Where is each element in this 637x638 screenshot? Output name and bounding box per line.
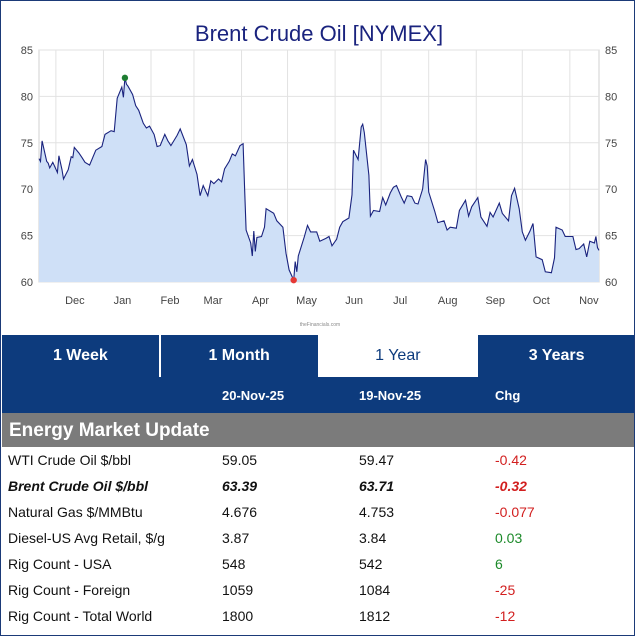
price-line [38, 77, 600, 281]
table-row-rig-count-total-world: Rig Count - Total World 1800 1812 -12 [2, 603, 634, 629]
y-tick-label-right: 60 [605, 277, 617, 289]
row-change: -0.42 [495, 452, 527, 468]
row-previous-value: 63.71 [359, 478, 395, 494]
low-marker [290, 276, 297, 284]
x-tick-label: Mar [203, 295, 222, 307]
row-previous-value: 1812 [359, 608, 391, 624]
row-current-value: 1800 [222, 608, 254, 624]
row-change: -0.32 [495, 478, 527, 494]
area-layer [38, 77, 600, 282]
x-tick-label: Aug [438, 295, 458, 307]
x-tick-label: Feb [161, 295, 180, 307]
row-change: 6 [495, 556, 503, 572]
x-tick-label: Nov [579, 295, 599, 307]
x-tick-label: Jun [345, 295, 363, 307]
x-tick-label: Oct [533, 295, 550, 307]
row-current-value: 1059 [222, 582, 254, 598]
row-name: Natural Gas $/MMBtu [8, 504, 143, 520]
change-col-header: Chg [495, 388, 521, 403]
row-change: -12 [495, 608, 516, 624]
y-tick-label-left: 65 [21, 231, 33, 243]
price-area-fill [39, 77, 599, 282]
price-chart: Brent Crude Oil [NYMEX] 60 60 65 65 70 70 75 75… [21, 21, 618, 328]
row-change: -0.077 [495, 504, 535, 520]
y-tick-label-left: 70 [21, 184, 33, 196]
chart-panel: Brent Crude Oil [NYMEX] 60 60 65 65 70 70 75 75… [2, 2, 634, 337]
high-marker [121, 74, 129, 82]
y-tick-label-left: 80 [21, 91, 33, 103]
y-tick-label-right: 65 [605, 231, 617, 243]
markers [121, 74, 297, 284]
x-tick-label: Dec [65, 295, 85, 307]
row-name: Rig Count - Foreign [8, 582, 131, 598]
section-title: Energy Market Update [2, 413, 634, 447]
tab-1-year[interactable]: 1 Year [319, 335, 479, 377]
table-row-diesel-us-avg-retail-g: Diesel-US Avg Retail, $/g 3.87 3.84 0.03 [2, 525, 634, 551]
x-tick-label: Jan [114, 295, 132, 307]
row-name: Rig Count - Total World [8, 608, 153, 624]
y-tick-label-left: 75 [21, 138, 33, 150]
table-row-brent-crude-oil-bbl: Brent Crude Oil $/bbl 63.39 63.71 -0.32 [2, 473, 634, 499]
y-tick-label-right: 70 [605, 184, 617, 196]
row-previous-value: 59.47 [359, 452, 395, 468]
x-tick-label: May [296, 295, 317, 307]
table-row-rig-count-foreign: Rig Count - Foreign 1059 1084 -25 [2, 577, 634, 603]
row-name: Brent Crude Oil $/bbl [8, 478, 149, 494]
row-change: -25 [495, 582, 516, 598]
y-tick-label-right: 85 [605, 45, 617, 57]
row-current-value: 3.87 [222, 530, 250, 546]
table-row-rig-count-usa: Rig Count - USA 548 542 6 [2, 551, 634, 577]
row-current-value: 548 [222, 556, 246, 572]
tab-1-week[interactable]: 1 Week [2, 335, 161, 377]
y-tick-label-left: 60 [21, 277, 33, 289]
row-previous-value: 4.753 [359, 504, 395, 520]
tick-labels: 60 60 65 65 70 70 75 75 80 80 85 85 Dec Jan Feb Mar Apr M… [21, 45, 618, 307]
row-change: 0.03 [495, 530, 523, 546]
chart-title: Brent Crude Oil [NYMEX] [195, 21, 443, 46]
x-tick-label: Sep [485, 295, 505, 307]
row-name: Rig Count - USA [8, 556, 112, 572]
row-current-value: 4.676 [222, 504, 258, 520]
row-current-value: 63.39 [222, 478, 258, 494]
date-col-current: 20-Nov-25 [222, 388, 285, 403]
y-tick-label-right: 80 [605, 91, 617, 103]
row-name: WTI Crude Oil $/bbl [8, 452, 131, 468]
energy-table: WTI Crude Oil $/bbl 59.05 59.47 -0.42 Brent … [2, 447, 634, 629]
tab-3-years[interactable]: 3 Years [478, 335, 634, 377]
row-previous-value: 3.84 [359, 530, 387, 546]
table-row-wti-crude-oil-bbl: WTI Crude Oil $/bbl 59.05 59.47 -0.42 [2, 447, 634, 473]
watermark: theFinancials.com [300, 322, 340, 328]
x-tick-label: Apr [252, 295, 269, 307]
row-name: Diesel-US Avg Retail, $/g [8, 530, 165, 546]
date-header: 20-Nov-25 19-Nov-25 Chg [2, 377, 634, 413]
row-current-value: 59.05 [222, 452, 258, 468]
y-tick-label-left: 85 [21, 45, 33, 57]
y-tick-label-right: 75 [605, 138, 617, 150]
date-col-previous: 19-Nov-25 [359, 388, 422, 403]
row-previous-value: 1084 [359, 582, 391, 598]
range-tabs: 1 Week 1 Month 1 Year 3 Years [2, 335, 634, 377]
x-tick-label: Jul [393, 295, 407, 307]
row-previous-value: 542 [359, 556, 383, 572]
tab-1-month[interactable]: 1 Month [160, 335, 320, 377]
table-row-natural-gas-mmbtu: Natural Gas $/MMBtu 4.676 4.753 -0.077 [2, 499, 634, 525]
